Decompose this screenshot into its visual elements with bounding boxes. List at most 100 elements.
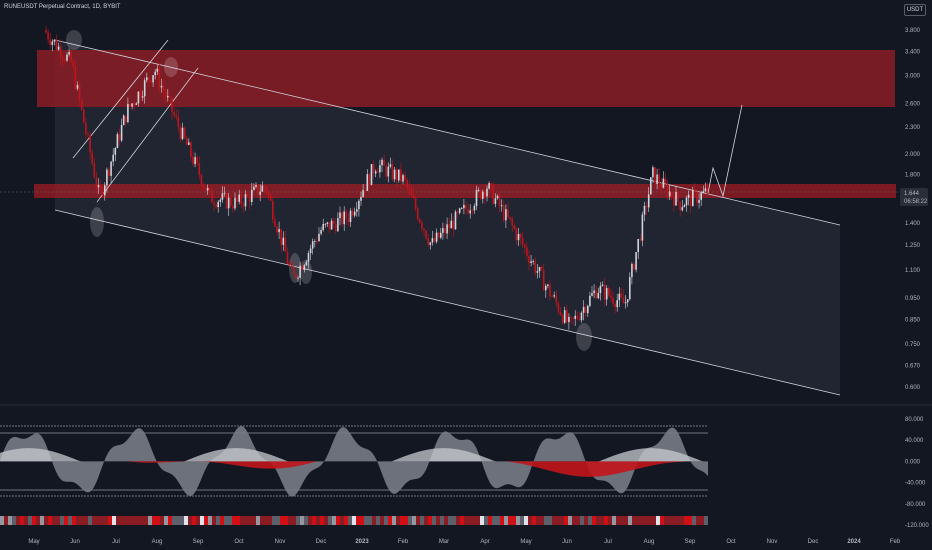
candle-body: [345, 211, 348, 219]
candle-body: [694, 190, 696, 192]
heat-cell: [628, 516, 632, 525]
time-tick-label: Dec: [316, 539, 327, 545]
heat-cell: [400, 516, 404, 525]
price-tick-label: 2.300: [905, 125, 921, 131]
candle-body: [521, 237, 524, 245]
candle-body: [515, 228, 518, 241]
heat-cell: [100, 516, 104, 525]
candle-body: [148, 77, 150, 81]
heat-cell: [240, 516, 244, 525]
heat-cell: [644, 516, 648, 525]
candle-body: [183, 127, 186, 138]
heat-cell: [276, 516, 280, 525]
candle-body: [467, 209, 469, 214]
candle-body: [400, 169, 402, 182]
heat-cell: [636, 516, 640, 525]
candle-body: [353, 211, 356, 216]
candle-body: [337, 218, 339, 232]
heat-cell: [436, 516, 440, 525]
heat-cell: [172, 516, 176, 525]
candle-body: [679, 201, 681, 211]
heat-cell: [572, 516, 576, 525]
candle-body: [584, 307, 587, 314]
heat-cell: [532, 516, 536, 525]
heat-cell: [432, 516, 436, 525]
candle-body: [309, 248, 312, 254]
candle-body: [458, 208, 461, 213]
candle-body: [608, 288, 610, 296]
time-axis: May Jun Jul Aug Sep Oct Nov Dec 2023 Feb Mar Apr May…: [28, 539, 901, 545]
time-tick-label: Jun: [562, 539, 572, 545]
candle-body: [213, 202, 215, 205]
heat-cell: [204, 516, 208, 525]
time-tick-label: May: [28, 539, 39, 545]
candle-body: [645, 205, 648, 208]
osc-tick-label: 80.000: [905, 417, 924, 423]
candle-body: [391, 164, 394, 180]
candle-body: [190, 142, 192, 157]
candle-body: [251, 189, 253, 203]
heat-cell: [80, 516, 84, 525]
candle-body: [137, 91, 140, 104]
candle-body: [97, 185, 100, 188]
heat-cell: [260, 516, 264, 525]
heat-cell: [504, 516, 508, 525]
candle-body: [263, 185, 266, 187]
candle-body: [217, 201, 219, 208]
candle-body: [305, 262, 308, 266]
heat-cell: [20, 516, 24, 525]
heat-cell: [272, 516, 276, 525]
heat-cell: [280, 516, 284, 525]
heat-cell: [688, 516, 692, 525]
candle-body: [358, 200, 360, 210]
candle-body: [343, 211, 345, 225]
candle-body: [59, 46, 62, 59]
heat-cell: [512, 516, 516, 525]
heat-cell: [112, 516, 116, 525]
candle-body: [143, 80, 146, 97]
channel-lower-line: [54, 209, 841, 396]
heat-cell: [16, 516, 20, 525]
price-pane: [0, 25, 898, 396]
heat-cell: [292, 516, 296, 525]
heat-cell: [8, 516, 12, 525]
candle-body: [332, 220, 335, 224]
currency-button[interactable]: USDT: [904, 4, 926, 16]
heat-cell: [656, 516, 660, 525]
candle-body: [253, 186, 255, 190]
candle-body: [423, 228, 425, 231]
candle-body: [484, 191, 486, 197]
candle-body: [626, 299, 629, 303]
candle-body: [580, 312, 583, 321]
candle-body: [416, 208, 419, 220]
heat-cell: [316, 516, 320, 525]
candle-body: [410, 188, 413, 195]
candle-body: [374, 171, 377, 174]
candle-body: [444, 228, 446, 234]
heat-cell: [484, 516, 488, 525]
heat-cell: [92, 516, 96, 525]
candle-body: [662, 178, 665, 188]
candle-body: [236, 197, 238, 202]
heat-cell: [36, 516, 40, 525]
candle-body: [139, 91, 142, 98]
time-tick-label: Feb: [890, 539, 901, 545]
candle-body: [656, 174, 658, 184]
candle-body: [696, 191, 698, 203]
heat-cell: [380, 516, 384, 525]
price-tick-label: 0.600: [905, 385, 921, 391]
candle-body: [618, 293, 621, 301]
candle-body: [116, 134, 119, 149]
heat-cell: [176, 516, 180, 525]
pivot-marker: [164, 57, 178, 77]
last-price-tag: [900, 188, 928, 206]
candle-body: [261, 185, 264, 192]
rising-channel-lower-line: [96, 67, 199, 203]
price-tick-label: 1.100: [905, 268, 921, 274]
candle-body: [297, 277, 299, 279]
pivot-marker: [90, 207, 104, 237]
candle-body: [257, 184, 259, 195]
candle-body: [244, 194, 247, 207]
heat-cell: [352, 516, 356, 525]
candle-body: [421, 222, 423, 229]
